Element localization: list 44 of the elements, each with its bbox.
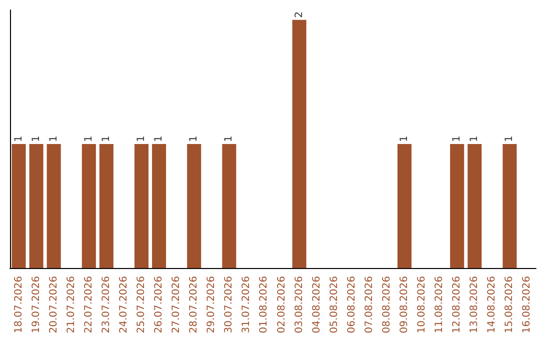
data-label: 1 — [13, 136, 24, 142]
x-tick-label: 28.07.2026 — [188, 276, 200, 334]
x-tick-label: 27.07.2026 — [171, 276, 182, 334]
x-tick-label: 02.08.2026 — [276, 276, 288, 334]
x-tick-label: 14.08.2026 — [486, 276, 498, 334]
x-tick-label: 06.08.2026 — [346, 276, 358, 334]
data-label: 1 — [452, 136, 463, 142]
data-label: 1 — [136, 136, 147, 142]
x-tick-label: 25.07.2026 — [136, 276, 147, 334]
x-tick-label: 07.08.2026 — [364, 276, 375, 334]
x-tick-label: 08.08.2026 — [381, 276, 392, 334]
data-label: 1 — [154, 136, 165, 142]
data-label: 1 — [399, 136, 410, 142]
x-tick-label: 15.08.2026 — [504, 276, 516, 334]
data-label: 1 — [100, 136, 112, 142]
x-tick-label: 23.07.2026 — [100, 276, 112, 334]
x-tick-label: 13.08.2026 — [469, 276, 480, 334]
x-tick-label: 22.07.2026 — [83, 276, 94, 334]
x-tick-label: 21.07.2026 — [66, 276, 77, 334]
x-tick-label: 04.08.2026 — [311, 276, 322, 334]
x-tick-label: 10.08.2026 — [416, 276, 428, 334]
x-tick-label: 19.07.2026 — [30, 276, 42, 334]
x-tick-label: 29.07.2026 — [206, 276, 218, 334]
x-tick-label: 03.08.2026 — [294, 276, 305, 334]
x-tick-label: 11.08.2026 — [434, 276, 446, 334]
data-label: 1 — [48, 136, 60, 142]
x-tick-label: 30.07.2026 — [224, 276, 235, 334]
x-tick-label: 09.08.2026 — [399, 276, 410, 334]
x-tick-label: 31.07.2026 — [241, 276, 252, 334]
data-label: 1 — [30, 136, 42, 142]
data-label: 1 — [469, 136, 480, 142]
x-tick-label: 05.08.2026 — [328, 276, 340, 334]
x-tick-label: 18.07.2026 — [13, 276, 24, 334]
data-label: 1 — [188, 136, 200, 142]
x-tick-label: 12.08.2026 — [452, 276, 463, 334]
x-tick-label: 20.07.2026 — [48, 276, 60, 334]
x-tick-label: 01.08.2026 — [258, 276, 270, 334]
data-label: 1 — [224, 136, 235, 142]
x-tick-label: 24.07.2026 — [118, 276, 130, 334]
x-tick-label: 26.07.2026 — [154, 276, 165, 334]
data-label: 1 — [504, 136, 516, 142]
data-label: 1 — [83, 136, 94, 142]
data-label: 2 — [294, 12, 305, 18]
x-tick-label: 16.08.2026 — [522, 276, 533, 334]
